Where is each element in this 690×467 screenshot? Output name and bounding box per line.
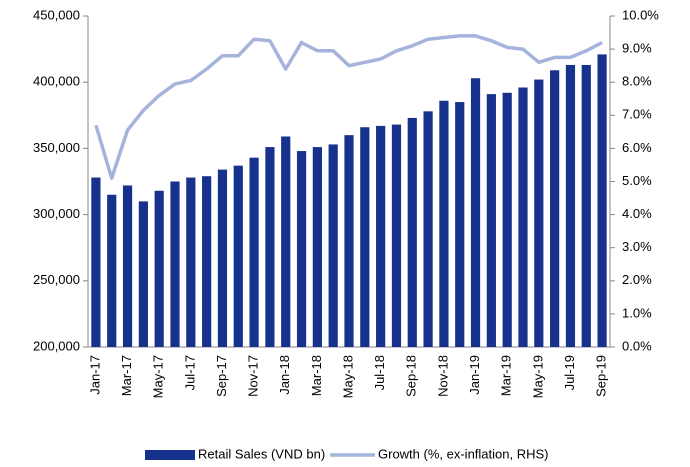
x-tick-label: May-18 [340,355,355,398]
x-tick-label: Sep-18 [404,355,419,397]
y-tick-label: 250,000 [33,272,80,287]
line [94,34,603,180]
y2-tick-label: 1.0% [622,305,652,320]
y2-tick-label: 3.0% [622,239,652,254]
bar [565,64,576,347]
bar [407,117,417,347]
bar [502,92,512,348]
bar [138,201,148,347]
bar [439,100,449,348]
bar [597,54,607,348]
y-tick-label: 350,000 [33,140,80,155]
bar [423,111,433,347]
bar [186,177,196,347]
bar [534,79,544,347]
legend-label: Retail Sales (VND bn) [198,446,325,461]
bar [550,70,560,347]
x-tick-label: Mar-19 [499,355,514,396]
x-tick-label: Sep-17 [214,355,229,397]
bar [170,181,180,347]
legend-label: Growth (%, ex-inflation, RHS) [378,446,549,461]
x-tick-label: Jul-18 [372,355,387,390]
x-tick-label: Jan-18 [277,355,292,395]
x-tick-label: Jan-19 [467,355,482,395]
bar [217,169,228,347]
bar [154,190,164,347]
y2-tick-label: 9.0% [622,41,652,56]
y2-tick-label: 10.0% [622,7,659,22]
y2-tick-label: 0.0% [622,338,652,353]
y2-tick-label: 5.0% [622,173,652,188]
y2-tick-label: 6.0% [622,140,652,155]
bar [91,177,101,347]
bar [281,136,291,347]
bar [249,157,259,347]
x-tick-label: Mar-17 [119,355,134,396]
bar [265,147,275,347]
y2-tick-label: 8.0% [622,74,652,89]
bar [376,125,386,347]
bar [202,176,212,347]
x-tick-label: Jul-19 [562,355,577,390]
x-tick-label: Nov-18 [435,355,450,397]
bar [296,151,307,347]
legend-swatch [145,450,195,460]
bar [518,87,528,347]
x-tick-label: Mar-18 [309,355,324,396]
x-tick-label: May-19 [530,355,545,398]
x-tick-label: Sep-19 [594,355,609,397]
bar [233,165,243,347]
bar [470,78,481,347]
bar [391,124,402,348]
bar [328,144,338,347]
y-tick-label: 200,000 [33,338,80,353]
y2-tick-label: 4.0% [622,206,652,221]
bar [344,135,354,347]
bar [486,94,496,347]
x-tick-label: Nov-17 [246,355,261,397]
y2-tick-label: 7.0% [622,107,652,122]
x-tick-label: May-17 [151,355,166,398]
y-tick-label: 300,000 [33,206,80,221]
bar [122,185,133,347]
bar [107,194,117,347]
y-tick-label: 450,000 [33,7,80,22]
x-tick-label: Jan-17 [87,355,102,395]
bar [581,64,591,347]
x-tick-label: Jul-17 [182,355,197,390]
y2-tick-label: 2.0% [622,272,652,287]
bar [312,147,322,347]
bar [360,127,370,347]
bar [455,102,465,347]
y-tick-label: 400,000 [33,74,80,89]
